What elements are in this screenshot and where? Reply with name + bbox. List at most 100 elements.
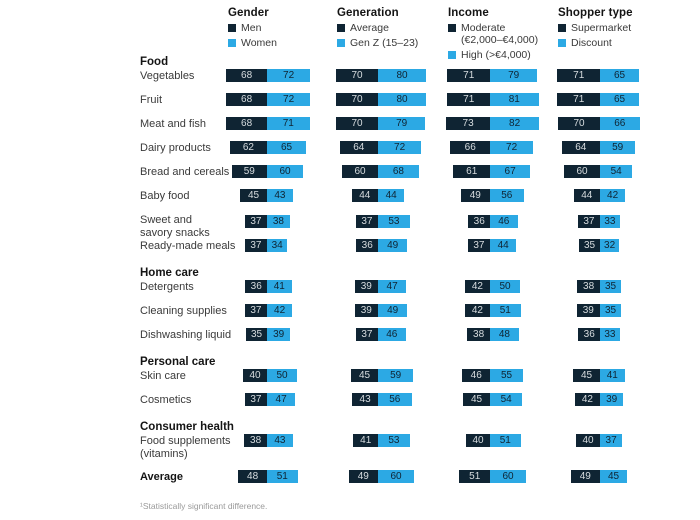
bar-light: 39	[600, 393, 624, 406]
bar-pair: 40 51	[428, 434, 552, 447]
bar-light: 35	[600, 280, 621, 293]
legend-item: Gen Z (15–23)	[337, 37, 445, 49]
bar-pair: 68 72	[205, 69, 329, 82]
bar-pair: 62 65	[205, 141, 329, 154]
bar-light: 72	[490, 141, 534, 154]
bar-dark: 38	[467, 328, 490, 341]
bar-dark: 36	[578, 328, 600, 341]
bar-pair: 35 32	[538, 239, 662, 252]
bar-pair: 36 49	[316, 239, 440, 252]
bar-dark: 48	[238, 470, 267, 483]
footnote: ¹Statistically significant difference.	[140, 501, 268, 511]
bar-dark: 35	[579, 239, 600, 252]
bar-dark: 73	[446, 117, 490, 130]
section-header: Personal care	[140, 356, 216, 368]
bar-light: 34	[267, 239, 288, 252]
bar-pair: 35 39	[205, 328, 329, 341]
bar-pair: 49 45	[538, 470, 662, 483]
bar-pair: 39 35	[538, 304, 662, 317]
bar-light: 56	[378, 393, 412, 406]
bar-pair: 59 60	[205, 165, 329, 178]
bar-light: 46	[378, 328, 406, 341]
row-label: Dairy products	[140, 142, 211, 154]
bar-pair: 46 55	[428, 369, 552, 382]
legend-item-label: Moderate (€2,000–€4,000)	[461, 22, 539, 46]
legend-item-label: Discount	[571, 37, 612, 49]
table-row: Skin care 40 50 45 59 46 55 45 41	[140, 369, 700, 393]
bar-pair: 36 46	[428, 215, 552, 228]
legend-swatch-dark	[337, 23, 345, 32]
bar-dark: 37	[244, 215, 267, 228]
bar-pair: 39 49	[316, 304, 440, 317]
row-label: Meat and fish	[140, 118, 207, 130]
bar-light: 35	[600, 304, 621, 317]
table-row: Fruit 68 72 70 80 71 81 71 65	[140, 93, 700, 117]
bar-dark: 45	[240, 189, 267, 202]
bar-light: 33	[600, 215, 620, 228]
bar-light: 32	[600, 239, 620, 252]
bar-light: 80	[378, 69, 426, 82]
bar-dark: 39	[354, 280, 378, 293]
bar-dark: 49	[460, 189, 490, 202]
bar-pair: 37 53	[316, 215, 440, 228]
bar-light: 41	[267, 280, 292, 293]
bar-dark: 37	[244, 393, 267, 406]
legend-item-label: Women	[241, 37, 277, 49]
bar-dark: 71	[447, 69, 490, 82]
legend-title: Gender	[228, 7, 269, 19]
bar-pair: 66 72	[428, 141, 552, 154]
chart-body: Food Vegetables 68 72 70 80 71 79 71 65 Fruit 68 72 7…	[140, 52, 700, 494]
bar-light: 38	[267, 215, 290, 228]
bar-dark: 45	[463, 393, 490, 406]
bar-pair: 48 51	[205, 470, 329, 483]
bar-light: 51	[490, 434, 521, 447]
legend-group-income: Income Moderate (€2,000–€4,000) High (>€4,…	[448, 7, 556, 61]
bar-dark: 62	[229, 141, 267, 154]
bar-light: 59	[378, 369, 414, 382]
bar-dark: 39	[576, 304, 600, 317]
bar-pair: 37 44	[428, 239, 552, 252]
bar-pair: 70 80	[316, 93, 440, 106]
bar-dark: 60	[564, 165, 600, 178]
bar-pair: 38 35	[538, 280, 662, 293]
legend-item-label: Men	[241, 22, 262, 34]
bar-light: 81	[490, 93, 539, 106]
legend-item: Women	[228, 37, 336, 49]
row-label: Cleaning supplies	[140, 305, 227, 317]
bar-light: 79	[378, 117, 426, 130]
bar-light: 46	[490, 215, 518, 228]
bar-pair: 64 72	[316, 141, 440, 154]
table-row: Meat and fish 68 71 70 79 73 82 70 66	[140, 117, 700, 141]
bar-dark: 36	[245, 280, 267, 293]
bar-light: 37	[600, 434, 623, 447]
bar-light: 65	[600, 69, 639, 82]
bar-light: 49	[378, 239, 408, 252]
bar-light: 79	[490, 69, 538, 82]
bar-dark: 37	[244, 304, 267, 317]
row-label: Dishwashing liquid	[140, 329, 232, 341]
legend-item: Discount	[558, 37, 666, 49]
bar-light: 60	[490, 470, 526, 483]
bar-pair: 39 47	[316, 280, 440, 293]
table-row: Cosmetics 37 47 43 56 45 54 42 39	[140, 393, 700, 417]
bar-light: 54	[600, 165, 633, 178]
bar-pair: 71 65	[538, 69, 662, 82]
bar-pair: 51 60	[428, 470, 552, 483]
bar-pair: 60 68	[316, 165, 440, 178]
bar-light: 54	[490, 393, 523, 406]
section-header: Home care	[140, 267, 199, 279]
legend-swatch-light	[558, 38, 566, 47]
bar-light: 42	[600, 189, 626, 202]
table-row: Cleaning supplies 37 42 39 49 42 51 39 35	[140, 304, 700, 328]
legend-item: Men	[228, 22, 336, 34]
bar-dark: 45	[573, 369, 600, 382]
bar-light: 53	[378, 215, 410, 228]
bar-light: 42	[267, 304, 293, 317]
row-label: Detergents	[140, 281, 194, 293]
bar-light: 56	[490, 189, 524, 202]
bar-light: 41	[600, 369, 625, 382]
bar-dark: 70	[336, 93, 378, 106]
bar-pair: 45 43	[205, 189, 329, 202]
bar-dark: 68	[226, 117, 267, 130]
table-row: Detergents 36 41 39 47 42 50 38 35	[140, 280, 700, 304]
